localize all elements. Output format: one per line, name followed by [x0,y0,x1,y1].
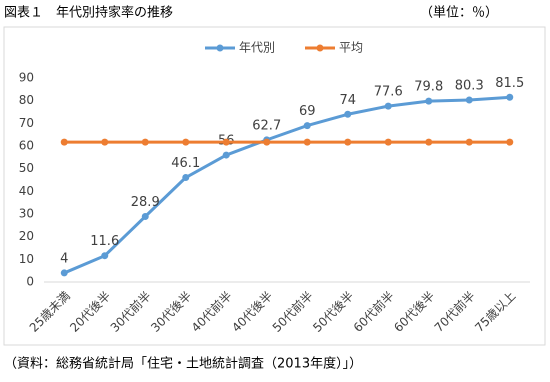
chart-title: 図表１ 年代別持家率の推移 [4,5,173,21]
data-label: 46.1 [171,156,200,171]
y-tick-label: 90 [19,71,34,85]
data-label: 28.9 [131,195,160,210]
y-tick-label: 30 [19,207,34,221]
point [344,138,352,146]
point [60,269,68,277]
point [303,122,311,130]
y-tick-label: 20 [19,229,34,243]
x-tick-label: 40代前半 [188,288,235,335]
legend-label: 年代別 [239,41,275,55]
point [384,138,392,146]
x-tick-label: 50代前半 [269,288,316,335]
point [182,174,190,182]
point [222,151,230,159]
point [425,97,433,105]
y-tick-label: 80 [19,93,34,107]
point [222,138,230,146]
x-tick-label: 25歳未満 [27,289,73,335]
point [303,138,311,146]
point [101,138,109,146]
x-tick-label: 60代前半 [350,288,397,335]
y-tick-label: 40 [19,184,34,198]
point [141,138,149,146]
series-line [63,95,510,275]
y-tick-label: 50 [19,161,34,175]
data-label: 11.6 [90,234,119,249]
x-tick-label: 30代後半 [148,289,194,335]
data-label: 80.3 [455,78,484,93]
point [60,138,68,146]
point [465,138,473,146]
x-tick-label: 40代後半 [229,289,275,335]
data-label: 81.5 [495,76,524,91]
point [465,96,473,104]
point [263,138,271,146]
point [506,93,514,101]
data-label: 77.6 [374,85,403,100]
point [344,110,352,118]
point [101,252,109,260]
x-tick-label: 50代後半 [310,289,356,335]
chart-frame [3,26,546,346]
y-tick-label: 70 [19,116,34,130]
legend-marker [216,44,224,52]
legend-label: 平均 [339,41,363,55]
y-tick-label: 10 [19,252,34,266]
data-label: 69 [299,104,316,119]
point [182,138,190,146]
y-tick-label: 60 [19,139,34,153]
x-tick-label: 30代前半 [107,288,154,335]
y-tick-label: 0 [26,275,34,289]
x-tick-label: 70代前半 [431,288,478,335]
data-label: 62.7 [252,118,281,133]
unit-label: （単位：％） [420,5,498,21]
data-label: 74 [339,93,356,108]
data-label: 79.8 [414,80,443,95]
source-note: （資料：総務省統計局「住宅・土地統計調査（2013年度）」） [4,356,362,372]
point [506,138,514,146]
point [425,138,433,146]
x-tick-label: 20代後半 [67,289,113,335]
legend-marker [316,44,324,52]
x-tick-label: 75歳以上 [472,289,518,335]
x-tick-label: 60代後半 [391,289,437,335]
point [384,102,392,110]
point [141,212,149,220]
data-label: 4 [60,251,68,266]
